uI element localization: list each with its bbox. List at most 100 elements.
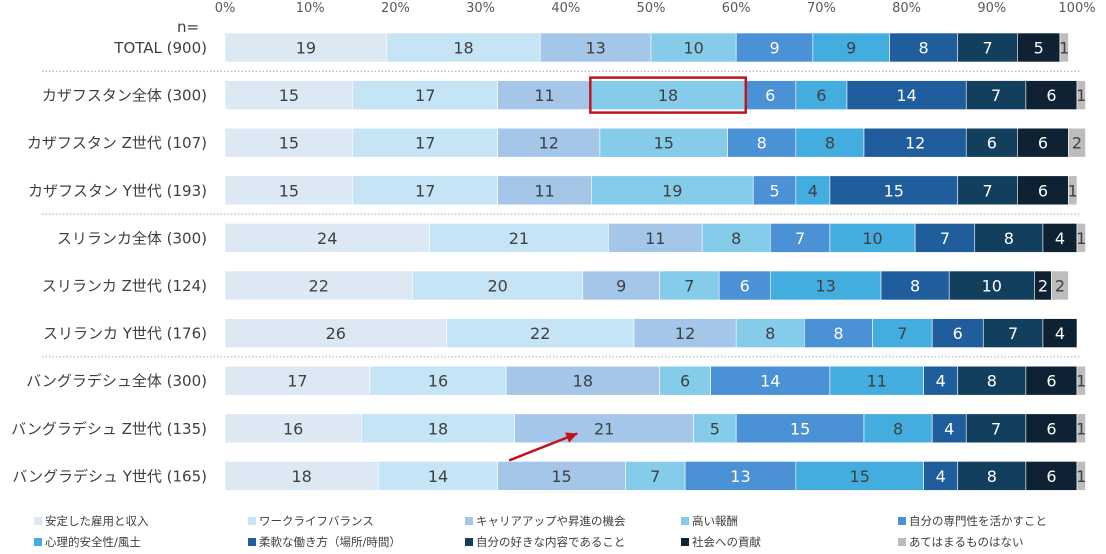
data-label: 6	[1038, 134, 1048, 153]
bar-segment	[795, 175, 831, 206]
bar-segment	[505, 365, 660, 396]
x-tick-label: 10%	[296, 1, 325, 16]
data-label: 12	[675, 324, 695, 343]
data-label: 7	[982, 39, 992, 58]
bar-segment	[625, 461, 686, 491]
data-label: 1	[1076, 372, 1086, 391]
bar-segment	[224, 80, 354, 110]
data-label: 7	[795, 229, 805, 248]
data-label: 4	[936, 372, 946, 391]
x-tick-label: 0%	[215, 1, 236, 16]
data-label: 15	[884, 181, 904, 200]
data-label: 2	[1072, 134, 1082, 153]
category-label: バングラデシュ Y世代 (165)	[12, 467, 207, 485]
bar-segment	[1068, 175, 1078, 206]
bar-segment	[880, 270, 950, 301]
bar-segment	[497, 80, 592, 110]
data-label: 6	[816, 86, 826, 105]
bar-segment	[948, 270, 1035, 301]
data-label: 2	[1038, 277, 1048, 296]
data-label: 18	[428, 419, 448, 438]
legend-label: キャリアアップや昇進の機会	[476, 514, 626, 528]
category-label: スリランカ Y世代 (176)	[43, 325, 207, 343]
data-label: 18	[658, 86, 678, 105]
bar-segment	[591, 80, 746, 110]
data-label: 9	[616, 277, 626, 296]
data-label: 6	[740, 277, 750, 296]
data-label: 6	[765, 86, 775, 105]
data-label: 22	[530, 324, 550, 343]
bar-segment	[957, 175, 1018, 206]
highlight-box	[589, 76, 747, 114]
data-label: 15	[790, 419, 810, 438]
data-label: 11	[645, 229, 665, 248]
category-label: バングラデシュ全体 (300)	[26, 372, 207, 390]
bar-segment	[965, 80, 1027, 110]
bar-segment	[591, 175, 754, 206]
data-label: 12	[905, 134, 925, 153]
x-axis-ticks: 0% 10% 20% 30% 40% 50% 60% 70% 80% 90% 100%	[215, 1, 1096, 16]
data-label: 15	[279, 134, 299, 153]
bar-segment	[957, 32, 1018, 63]
bar-segment	[1068, 127, 1086, 158]
x-tick-label: 60%	[722, 1, 751, 16]
bar-segment	[497, 461, 626, 491]
data-label: 14	[428, 467, 448, 486]
category-label: カザフスタン Z世代 (107)	[27, 134, 207, 152]
data-label: 24	[317, 229, 337, 248]
data-label: 13	[585, 39, 605, 58]
category-label: カザフスタン全体 (300)	[42, 87, 207, 105]
bar-segment	[727, 127, 797, 158]
bar-segment	[378, 461, 498, 491]
data-label: 10	[683, 39, 703, 58]
bar-segment	[224, 127, 354, 158]
bar-segment	[974, 223, 1044, 253]
legend-label: 柔軟な働き方（場所/時間）	[259, 535, 401, 549]
bar-segment	[795, 461, 924, 491]
data-label: 1	[1059, 39, 1069, 58]
data-label: 7	[1008, 324, 1018, 343]
data-label: 9	[769, 39, 779, 58]
bar-segment	[735, 318, 805, 348]
data-label: 14	[896, 86, 916, 105]
legend-swatch	[898, 517, 906, 525]
bar-segment	[1042, 223, 1078, 253]
category-label: スリランカ全体 (300)	[57, 229, 207, 247]
bar-segment	[1025, 80, 1078, 110]
legend-label: 高い報酬	[692, 514, 738, 528]
data-label: 16	[283, 419, 303, 438]
bar-segment	[1076, 365, 1086, 396]
x-tick-label: 40%	[551, 1, 580, 16]
bar-segment	[795, 127, 865, 158]
bar-segment	[224, 175, 354, 206]
data-label: 1	[1076, 467, 1086, 486]
data-label: 4	[808, 181, 818, 200]
category-label: TOTAL (900)	[113, 39, 207, 57]
legend-label: ワークライフバランス	[259, 514, 374, 528]
bar-segment	[429, 223, 609, 253]
legend: 安定した雇用と収入 ワークライフバランス キャリアアップや昇進の機会 高い報酬 自分の専…	[34, 514, 1047, 549]
legend-swatch	[681, 538, 689, 546]
x-tick-label: 70%	[807, 1, 836, 16]
bar-segment	[633, 318, 737, 348]
bar-segment	[659, 365, 711, 396]
data-label: 18	[292, 467, 312, 486]
data-label: 15	[279, 181, 299, 200]
data-label: 10	[862, 229, 882, 248]
x-tick-label: 20%	[381, 1, 410, 16]
bar-segment	[224, 223, 430, 253]
data-label: 7	[991, 86, 1001, 105]
bar-segment	[361, 413, 515, 444]
data-label: 19	[296, 39, 316, 58]
data-label: 1	[1076, 229, 1086, 248]
data-label: 8	[919, 39, 929, 58]
data-label: 8	[1004, 229, 1014, 248]
bar-segment	[582, 270, 660, 301]
legend-swatch	[898, 538, 906, 546]
data-label: 19	[662, 181, 682, 200]
legend-label: 自分の好きな内容であること	[476, 535, 625, 549]
bar-segment	[829, 175, 959, 206]
data-label: 6	[953, 324, 963, 343]
data-label: 17	[415, 181, 435, 200]
data-label: 6	[1046, 419, 1056, 438]
